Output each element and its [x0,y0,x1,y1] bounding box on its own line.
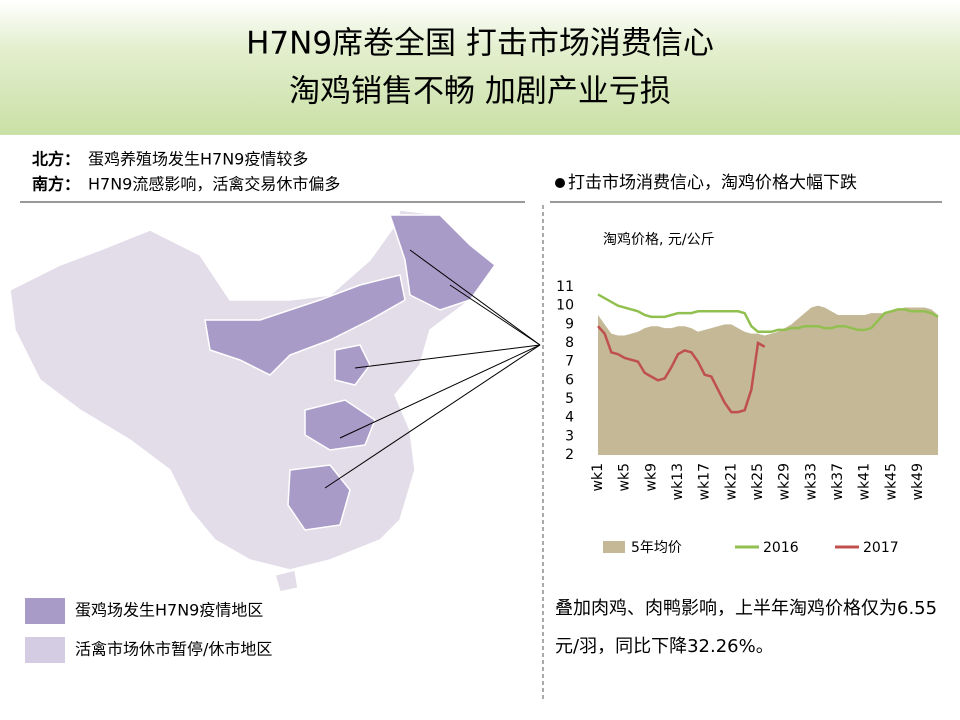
note-label: 北方： [32,150,80,169]
header-band [0,0,960,135]
y-tick-label: 10 [556,298,574,314]
x-tick-label: wk5 [617,463,633,491]
x-tick-label: wk1 [590,463,606,491]
callout-lines [324,249,541,489]
map-region [334,344,371,386]
title-line: H7N9席卷全国 打击市场消费信心 [246,26,714,62]
y-tick-label: 5 [565,391,574,407]
line [597,325,766,414]
x-tick-label: wk37 [830,463,846,500]
callout-line [409,249,541,346]
note-label: 南方： [32,175,80,194]
x-tick-label: wk49 [910,463,926,500]
note-text: 蛋鸡养殖场发生H7N9疫情较多 [88,150,308,169]
note-text: H7N9流感影响，活禽交易休市偏多 [88,175,340,194]
caption-box: 叠加肉鸡、肉鸭影响，上半年淘鸡价格仅为6.55元/羽，同比下降32.26%。 [555,598,938,657]
x-tick-label: wk33 [803,463,819,500]
x-tick-label: wk21 [723,463,739,500]
map [9,209,497,593]
y-tick-label: 2 [565,447,574,463]
y-tick-label: 9 [565,316,574,332]
x-tick-label: wk25 [750,463,766,500]
x-tick-label: wk13 [670,463,686,500]
legend-swatch [603,541,625,553]
map-island [274,569,299,593]
callout-line [449,284,541,346]
legend-label: 5年均价 [631,540,682,556]
line [597,293,939,334]
legend-label: 蛋鸡场发生H7N9疫情地区 [75,601,263,620]
y-tick-label: 7 [565,354,574,370]
area [598,305,938,455]
x-tick-label: wk17 [697,463,713,500]
chart: 淘鸡价格, 元/公斤 2 3 4 5 6 7 8 9 10 11 wk1 wk5 wk9 wk13 wk17 w… [556,231,939,556]
bullet [555,178,565,188]
y-tick-label: 8 [565,335,574,351]
callout-line [339,344,541,439]
callout-line [354,344,541,369]
y-tick-label: 4 [565,410,574,426]
legend-swatch [25,598,65,624]
y-tick-label: 11 [556,279,574,295]
y-tick-label: 3 [565,428,574,444]
callout-line [324,344,541,489]
legend-label: 活禽市场休市暂停/休市地区 [75,640,272,659]
legend-label: 2016 [763,540,799,556]
map-region [388,214,497,311]
map-region [204,274,406,376]
caption: 叠加肉鸡、肉鸭影响，上半年淘鸡价格仅为6.55元/羽，同比下降32.26%。 [555,598,938,657]
bullet-heading: 打击市场消费信心，淘鸡价格大幅下跌 [568,173,857,193]
x-tick-label: wk29 [777,463,793,500]
x-tick-label: wk9 [643,463,659,491]
chart-title: 淘鸡价格, 元/公斤 [603,231,715,248]
y-tick-label: 6 [565,372,574,388]
x-tick-label: wk41 [857,463,873,500]
x-tick-label: wk45 [883,463,899,500]
map-region [304,399,376,451]
legend-label: 2017 [863,540,899,556]
legend-swatch [25,637,65,663]
title-line: 淘鸡销售不畅 加剧产业亏损 [289,74,671,110]
